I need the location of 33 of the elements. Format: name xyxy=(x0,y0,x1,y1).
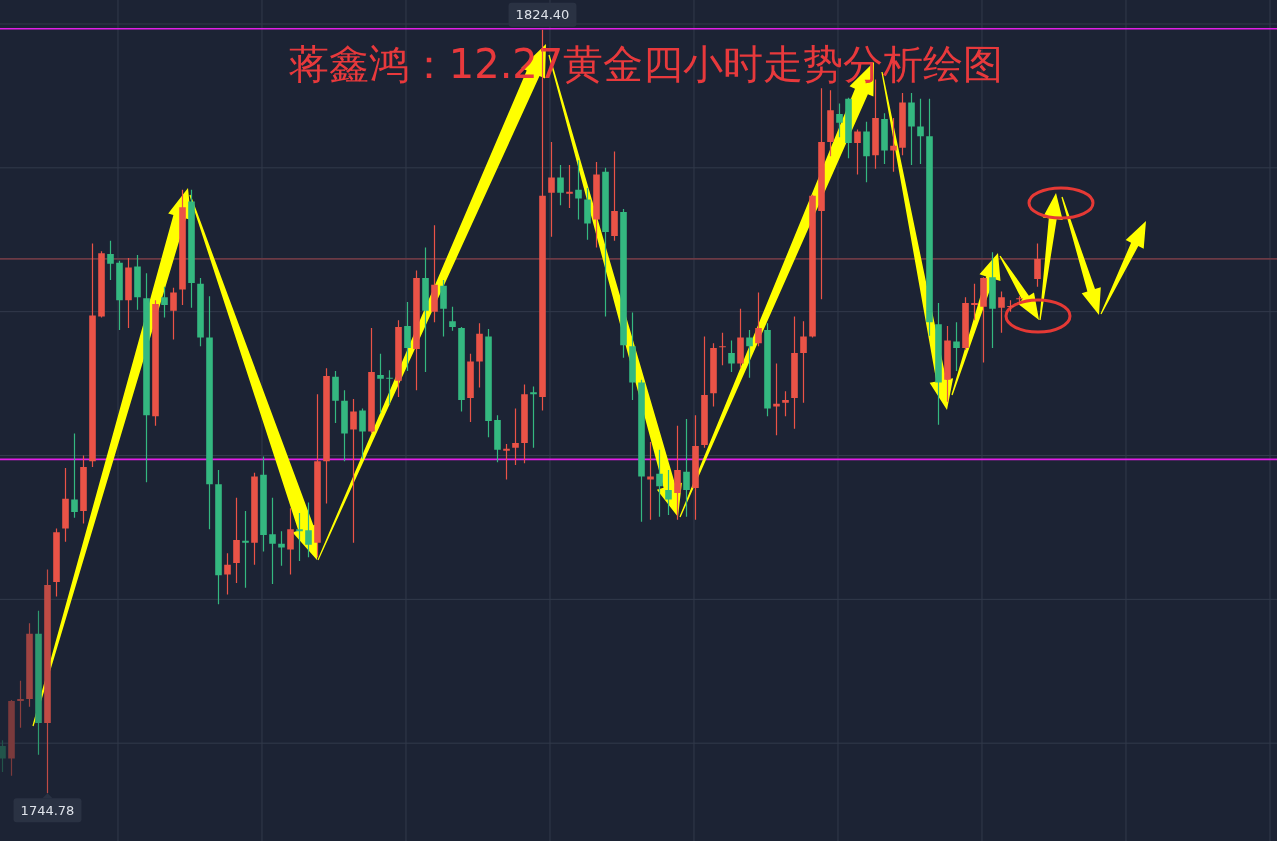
candlestick xyxy=(188,189,195,308)
annotation: 1824.40 xyxy=(515,7,570,23)
candlestick xyxy=(836,103,843,138)
candlestick xyxy=(197,278,204,347)
candlestick xyxy=(1007,300,1014,312)
candlestick xyxy=(359,408,366,459)
candlestick xyxy=(809,194,816,338)
candlestick xyxy=(161,286,168,318)
candlestick xyxy=(665,469,672,515)
candlestick xyxy=(395,320,402,398)
candlestick xyxy=(764,323,771,417)
candlestick xyxy=(881,113,888,164)
candlestick xyxy=(827,90,834,157)
candlestick xyxy=(305,502,312,558)
candlestick xyxy=(179,189,186,305)
candlestick xyxy=(449,306,456,331)
candlestick xyxy=(629,312,636,400)
candlestick xyxy=(0,740,6,772)
candlestick xyxy=(53,528,60,597)
candlestick xyxy=(458,327,465,412)
candlestick xyxy=(494,415,501,463)
annotation: 1744.78 xyxy=(20,802,75,818)
candlestick xyxy=(944,326,951,402)
candlestick xyxy=(620,209,627,358)
candlestick xyxy=(107,240,114,281)
candlestick xyxy=(368,327,375,434)
candlestick xyxy=(854,129,861,175)
candlestick xyxy=(710,343,717,407)
candlestick xyxy=(8,700,15,776)
candlestick xyxy=(152,300,159,426)
candlestick xyxy=(170,287,177,340)
candlestick xyxy=(557,164,564,206)
candlestick xyxy=(998,291,1005,333)
